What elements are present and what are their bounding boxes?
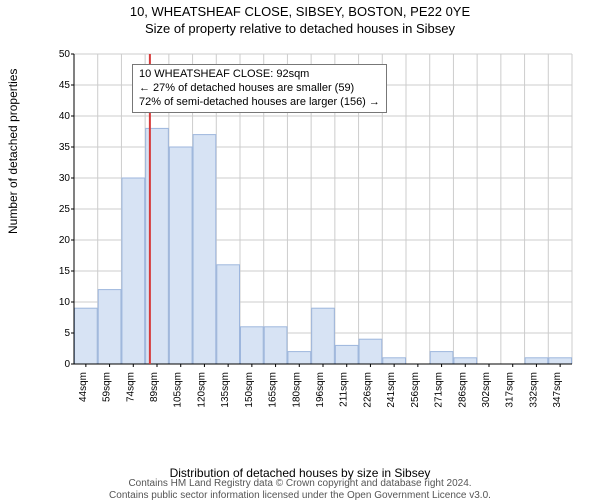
svg-text:45: 45 — [59, 80, 71, 91]
svg-text:5: 5 — [64, 328, 70, 339]
x-tick-label: 271sqm — [434, 372, 445, 408]
x-tick-label: 165sqm — [268, 372, 279, 408]
x-tick-label: 211sqm — [339, 372, 350, 407]
footer-line1: Contains HM Land Registry data © Crown c… — [0, 478, 600, 490]
svg-text:35: 35 — [59, 142, 71, 153]
annotation-line1: 10 WHEATSHEAF CLOSE: 92sqm — [139, 68, 380, 82]
x-tick-label: 317sqm — [505, 372, 516, 408]
x-tick-label: 286sqm — [457, 372, 468, 408]
x-tick-label: 302sqm — [481, 372, 492, 408]
histogram-bar — [241, 327, 264, 364]
svg-text:10: 10 — [59, 297, 71, 308]
x-tick-label: 59sqm — [102, 372, 113, 402]
svg-text:25: 25 — [59, 204, 71, 215]
histogram-bar — [288, 352, 311, 364]
annotation-box: 10 WHEATSHEAF CLOSE: 92sqm ← 27% of deta… — [132, 64, 387, 113]
svg-text:40: 40 — [59, 111, 71, 122]
histogram-bar — [217, 265, 240, 364]
svg-text:50: 50 — [59, 50, 71, 60]
histogram-bar — [193, 135, 216, 364]
x-tick-label: 74sqm — [125, 372, 136, 402]
histogram-bar — [454, 358, 477, 364]
x-tick-label: 332sqm — [528, 372, 539, 408]
x-tick-label: 105sqm — [173, 372, 184, 408]
histogram-bar — [75, 308, 98, 364]
x-tick-label: 180sqm — [291, 372, 302, 408]
annotation-line3: 72% of semi-detached houses are larger (… — [139, 96, 380, 110]
x-tick-label: 226sqm — [362, 372, 373, 408]
x-tick-label: 256sqm — [410, 372, 421, 408]
x-tick-label: 347sqm — [552, 372, 563, 408]
annotation-line2: ← 27% of detached houses are smaller (59… — [139, 82, 380, 96]
histogram-bar — [312, 308, 335, 364]
chart-title-line2: Size of property relative to detached ho… — [0, 21, 600, 36]
histogram-bar — [98, 290, 121, 364]
histogram-bar — [430, 352, 453, 364]
x-tick-label: 135sqm — [220, 372, 231, 408]
x-tick-label: 89sqm — [149, 372, 160, 402]
x-tick-label: 241sqm — [386, 372, 397, 408]
histogram-bar — [525, 358, 548, 364]
x-tick-label: 120sqm — [196, 372, 207, 408]
chart-container: 0 5 10 15 20 25 30 35 40 45 50 44sqm 59sqm 74sqm 89sqm… — [48, 50, 578, 420]
svg-text:15: 15 — [59, 266, 71, 277]
x-tick-label: 44sqm — [78, 372, 89, 402]
histogram-bar — [383, 358, 406, 364]
svg-text:30: 30 — [59, 173, 71, 184]
svg-text:20: 20 — [59, 235, 71, 246]
histogram-bar — [335, 345, 358, 364]
histogram-bar — [122, 178, 145, 364]
histogram-bar — [264, 327, 287, 364]
chart-title-line1: 10, WHEATSHEAF CLOSE, SIBSEY, BOSTON, PE… — [0, 4, 600, 19]
x-tick-label: 150sqm — [244, 372, 255, 408]
histogram-bar — [549, 358, 572, 364]
x-tick-label: 196sqm — [315, 372, 326, 408]
y-axis-label: Number of detached properties — [6, 69, 20, 234]
footer-attribution: Contains HM Land Registry data © Crown c… — [0, 478, 600, 502]
footer-line2: Contains public sector information licen… — [0, 490, 600, 502]
histogram-bar — [359, 339, 382, 364]
histogram-bar — [169, 147, 192, 364]
svg-text:0: 0 — [64, 359, 70, 370]
